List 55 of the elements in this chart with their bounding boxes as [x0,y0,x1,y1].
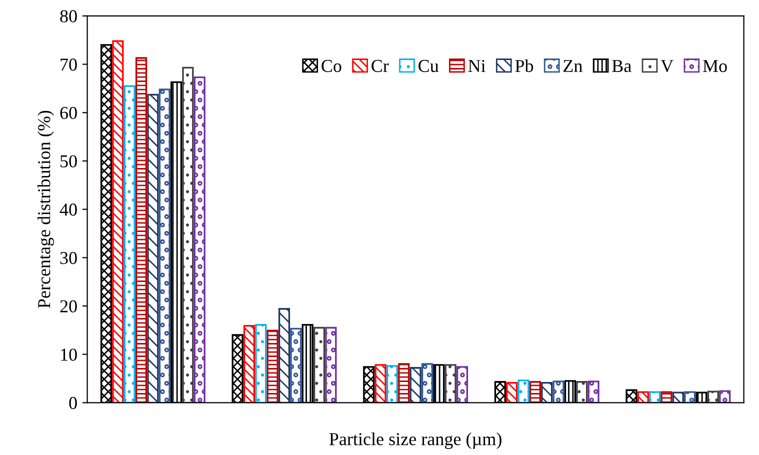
bar [421,363,434,403]
bar [124,85,136,403]
bar [541,382,553,403]
bar [313,326,326,403]
bar [255,324,267,403]
bar [649,391,661,403]
y-tick-label: 50 [60,155,77,168]
bar [325,326,337,403]
y-axis-title: Percentage distribution (%) [38,110,54,308]
bar [719,390,731,403]
y-tick-label: 60 [60,106,77,120]
bar [243,324,256,403]
bar [588,380,600,403]
bar [637,391,649,403]
bar [684,391,696,403]
bar [135,57,148,403]
legend-label: Cu [418,60,439,72]
x-axis-title: Particle size range (µm) [329,432,502,449]
y-tick-label: 40 [60,204,77,216]
bar [506,382,518,403]
bar [112,40,124,403]
bar [444,364,456,403]
legend-label: Zn [564,60,582,72]
bar [529,381,541,403]
y-tick-label: 0 [69,396,77,410]
bar [518,380,530,403]
y-tick-label: 30 [60,252,77,264]
bar [398,363,410,403]
legend-label: Co [322,60,342,72]
bar [552,380,564,403]
bar [158,88,170,403]
bar [410,367,422,403]
bar [707,390,719,403]
legend-label: V [660,60,674,72]
bar [386,365,398,403]
y-tick-label: 70 [60,58,77,71]
bar [672,392,684,403]
bar [576,381,588,403]
legend-label: Mo [703,60,727,72]
bar [194,76,206,403]
legend-label: Ba [612,60,632,72]
y-tick-label: 20 [60,300,77,312]
bar [374,364,386,403]
bar [660,391,672,403]
bar [182,66,194,403]
bar [266,330,278,403]
bar [456,366,468,403]
bar [290,328,302,403]
bar [278,308,290,403]
y-tick-label: 80 [60,10,77,22]
y-tick-label: 10 [61,348,77,361]
bar [147,94,159,403]
legend-label: Ni [468,60,486,72]
legend-label: Cr [372,60,389,72]
legend-label: Pb [515,59,534,72]
